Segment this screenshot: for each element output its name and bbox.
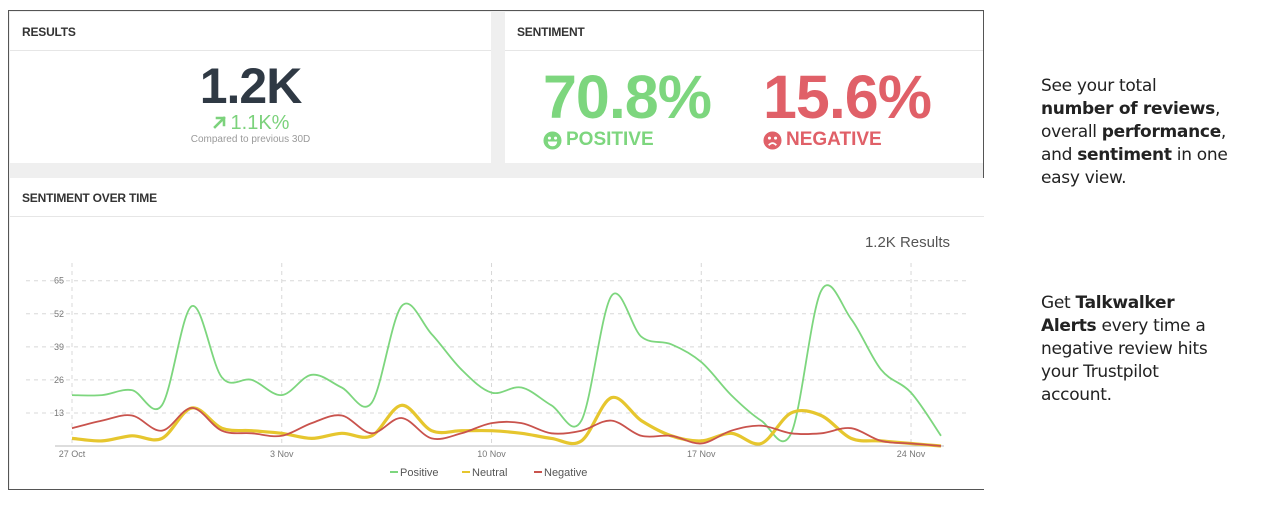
sot-title: SENTIMENT OVER TIME bbox=[22, 191, 157, 205]
sentiment-title: SENTIMENT bbox=[517, 25, 585, 39]
text: every time a negative review hits your T… bbox=[1041, 316, 1208, 405]
negative-percent: 15.6% bbox=[763, 63, 932, 131]
text-bold: number of reviews bbox=[1041, 99, 1215, 119]
series-line-neutral bbox=[71, 395, 942, 448]
x-tick-label: 17 Nov bbox=[687, 449, 716, 459]
results-compare: Compared to previous 30D bbox=[190, 134, 311, 145]
x-tick-label: 3 Nov bbox=[270, 449, 294, 459]
divider bbox=[505, 50, 983, 51]
positive-label: POSITIVE bbox=[543, 129, 654, 151]
results-value: 1.2K bbox=[199, 58, 303, 114]
text-bold: sentiment bbox=[1077, 145, 1172, 165]
dashboard-panel: RESULTS 1.2K 1.1K% Compared to previous … bbox=[8, 10, 984, 490]
y-tick-label: 52 bbox=[54, 309, 64, 319]
arrow-up-right-icon bbox=[212, 116, 226, 129]
legend-label: Negative bbox=[544, 467, 587, 479]
divider bbox=[10, 216, 984, 217]
text: , overall bbox=[1041, 99, 1221, 142]
text-bold: Talkwalker Alerts bbox=[1041, 293, 1175, 336]
x-tick-label: 24 Nov bbox=[897, 449, 926, 459]
results-change-value: 1.1K% bbox=[230, 112, 290, 134]
frown-face-icon bbox=[763, 130, 782, 150]
sentiment-over-time-card: SENTIMENT OVER TIME 1.2K Results 13 26 39 5… bbox=[10, 178, 984, 489]
legend-label: Positive bbox=[400, 467, 439, 479]
results-title: RESULTS bbox=[22, 25, 76, 39]
text: See your total bbox=[1041, 76, 1157, 96]
sentiment-card: SENTIMENT 70.8% 15.6% POSITIVE NEGATIVE bbox=[505, 12, 983, 163]
info-paragraph-1: See your total number of reviews, overal… bbox=[1041, 75, 1231, 190]
y-tick-label: 13 bbox=[54, 408, 64, 418]
sentiment-line-chart: 13 26 39 52 65 27 Oct 3 Nov 10 Nov 17 Nov 24 Nov P… bbox=[26, 263, 970, 479]
positive-label-text: POSITIVE bbox=[566, 129, 654, 150]
text: Get bbox=[1041, 293, 1076, 313]
text: in one easy view. bbox=[1041, 145, 1228, 188]
results-card: RESULTS 1.2K 1.1K% Compared to previous … bbox=[10, 12, 491, 163]
text-bold: performance bbox=[1101, 122, 1221, 142]
y-tick-label: 39 bbox=[54, 342, 64, 352]
y-tick-label: 26 bbox=[54, 375, 64, 385]
y-tick-label: 65 bbox=[54, 276, 64, 286]
series-line-negative bbox=[71, 407, 942, 447]
legend-label: Neutral bbox=[472, 467, 507, 479]
series-line-positive bbox=[71, 284, 942, 443]
text: , and bbox=[1041, 122, 1227, 165]
positive-percent: 70.8% bbox=[543, 63, 712, 131]
smile-face-icon bbox=[543, 130, 562, 150]
info-paragraph-2: Get Talkwalker Alerts every time a negat… bbox=[1041, 292, 1231, 407]
x-tick-label: 27 Oct bbox=[59, 449, 86, 459]
results-count: 1.2K Results bbox=[864, 234, 950, 251]
negative-label: NEGATIVE bbox=[763, 129, 882, 151]
negative-label-text: NEGATIVE bbox=[786, 129, 882, 150]
x-tick-label: 10 Nov bbox=[477, 449, 506, 459]
divider bbox=[10, 50, 491, 51]
results-change: 1.1K% bbox=[10, 113, 491, 133]
